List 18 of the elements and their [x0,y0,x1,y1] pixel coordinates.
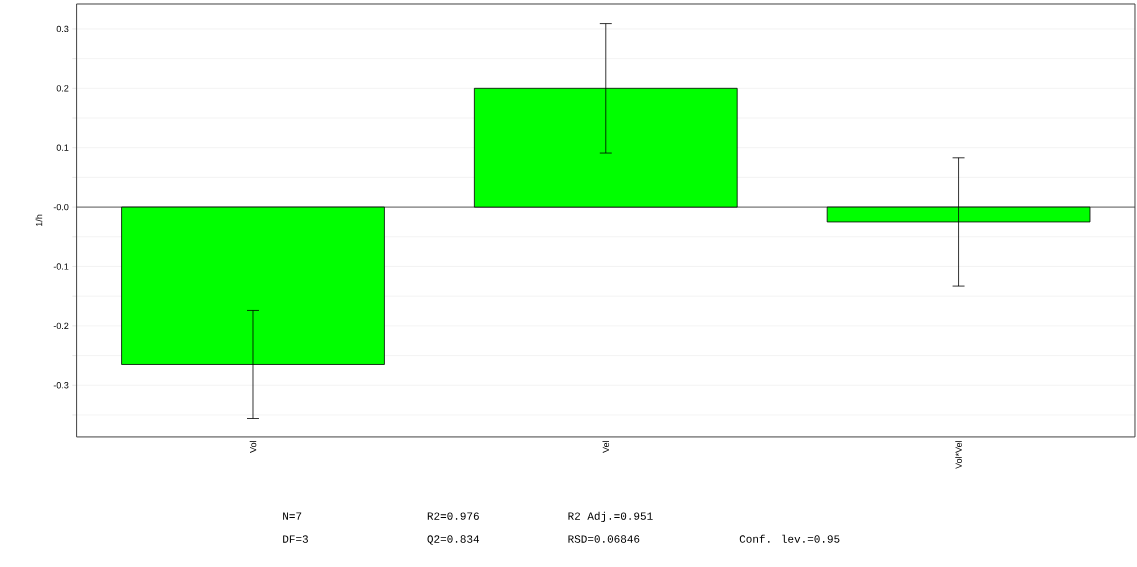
y-tick-label: -0.2 [53,322,69,330]
text: RSD=0.06846 [568,535,640,543]
y-tick-label: -0.0 [53,204,69,211]
y-tick-label: 0.2 [56,85,69,92]
text: R2=0.976 [427,512,479,521]
y-tick-label: 0.1 [56,144,69,152]
y-axis-title: 1/h [35,214,43,227]
text: Q2=0.834 [427,535,480,545]
text: N=7 [283,512,302,520]
y-tick-label: -0.1 [53,263,69,270]
x-tick-label: Vel [602,441,610,454]
text: DF=3 [283,535,308,543]
y-tick-label: -0.3 [53,382,69,389]
x-tick-label: Vol [249,441,257,454]
text: Conf. lev.=0.95 [739,534,840,543]
y-tick-label: 0.3 [56,25,69,33]
x-tick-label: Vol*Vel [955,441,962,470]
text: R2 Adj.=0.951 [568,511,653,523]
